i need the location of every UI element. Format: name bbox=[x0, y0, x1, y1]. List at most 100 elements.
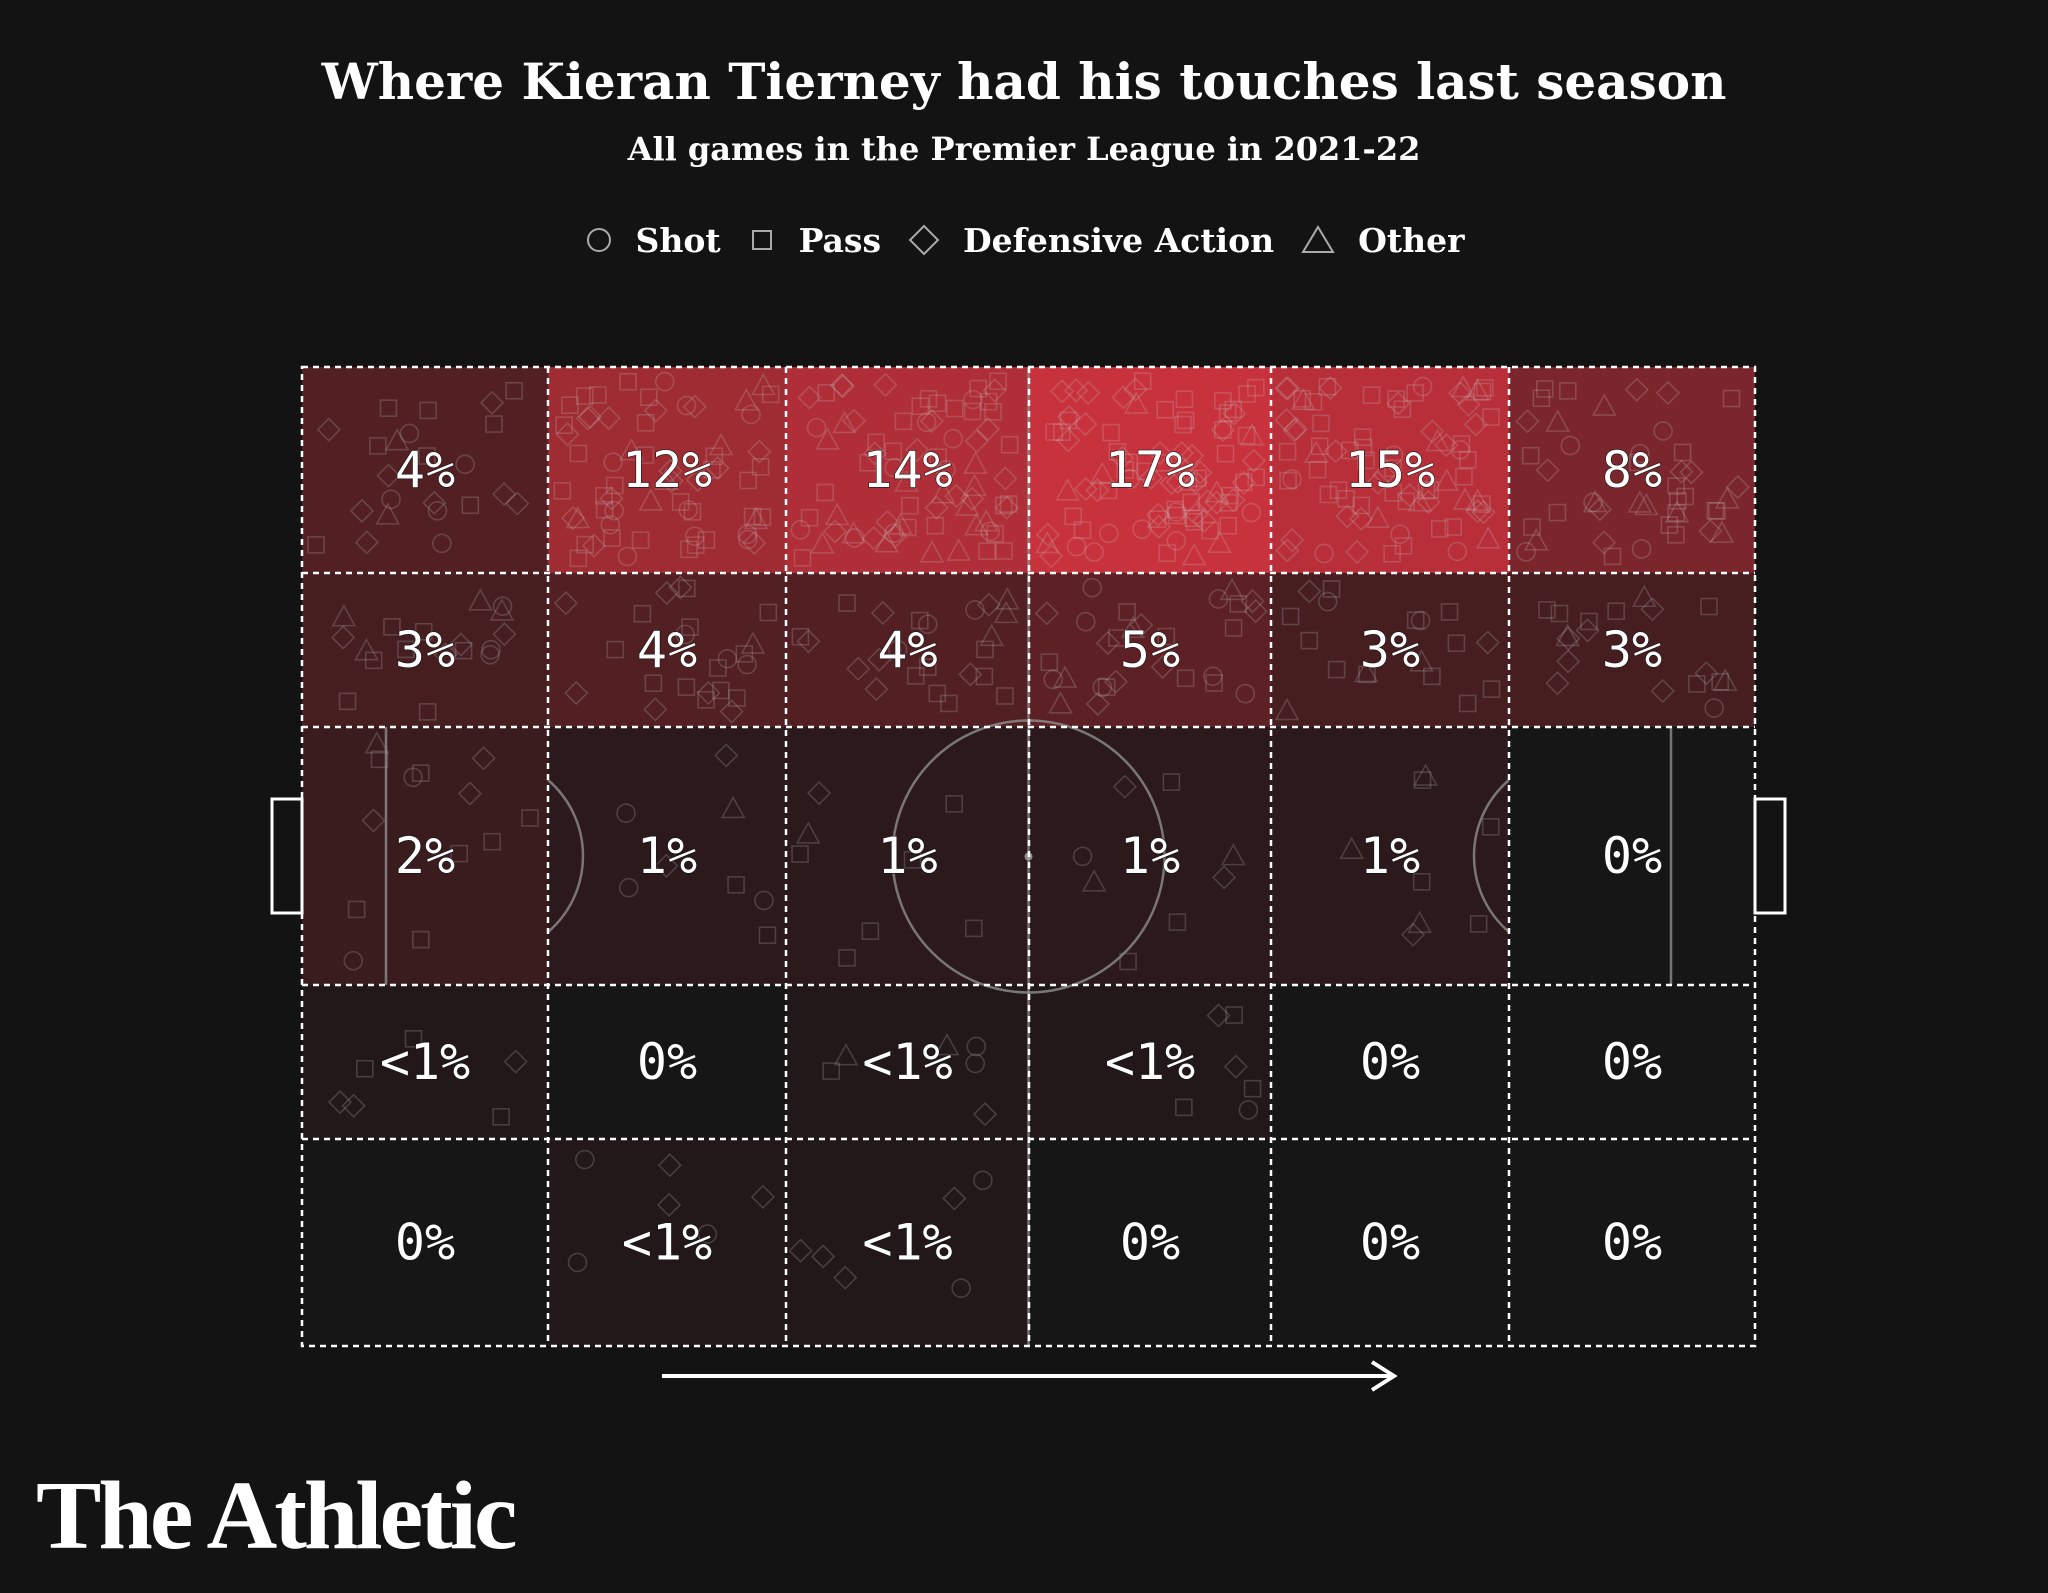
zone-label-r3-c0: <1% bbox=[380, 1033, 470, 1091]
touch-marker-square-187 bbox=[1237, 426, 1256, 445]
touch-marker-square-519 bbox=[945, 795, 964, 813]
touch-marker-diamond-233 bbox=[1210, 417, 1236, 443]
touch-marker-square-523 bbox=[861, 922, 880, 941]
zone-labels: 4% 12% 14% 17% 15% 8% 3% 4% 4% 5% 3% 3% 2% 1% 1% 1% 1% 0%… bbox=[379, 440, 1662, 1272]
touch-marker-diamond-558 bbox=[1223, 1054, 1248, 1079]
touch-marker-diamond-432 bbox=[1095, 630, 1120, 656]
touch-marker-square-236 bbox=[1059, 411, 1078, 430]
touch-marker-triangle-454 bbox=[1048, 691, 1073, 714]
touch-marker-circle-55 bbox=[617, 546, 638, 567]
legend-label-defensive-action: Defensive Action bbox=[963, 220, 1275, 260]
touch-marker-circle-336 bbox=[1560, 435, 1581, 456]
touch-marker-diamond-430 bbox=[796, 629, 821, 654]
circle-icon bbox=[586, 228, 611, 252]
touch-marker-circle-180 bbox=[1166, 502, 1187, 522]
touch-marker-circle-402 bbox=[675, 624, 695, 645]
touch-marker-diamond-20 bbox=[376, 463, 401, 488]
touch-marker-square-212 bbox=[1238, 385, 1256, 403]
touch-marker-square-129 bbox=[911, 397, 930, 415]
touch-marker-triangle-230 bbox=[1123, 391, 1149, 414]
touch-marker-square-404 bbox=[712, 681, 730, 700]
touch-marker-square-80 bbox=[589, 386, 607, 404]
zone-cell-r2-c2 bbox=[786, 727, 1029, 985]
touch-marker-diamond-281 bbox=[1345, 539, 1370, 565]
touch-marker-diamond-420 bbox=[976, 592, 1002, 617]
touch-marker-diamond-536 bbox=[1400, 922, 1426, 947]
touch-marker-square-114 bbox=[919, 390, 938, 408]
touch-marker-diamond-552 bbox=[972, 1102, 998, 1127]
touch-marker-triangle-357 bbox=[1664, 500, 1690, 523]
left-box-arc bbox=[547, 779, 585, 933]
arrow-head-icon bbox=[1370, 1360, 1398, 1392]
touch-marker-square-394 bbox=[728, 689, 746, 707]
zone-cell-r3-c2 bbox=[786, 985, 1029, 1139]
touch-marker-diamond-63 bbox=[555, 422, 580, 447]
touch-marker-square-496 bbox=[370, 750, 389, 769]
touch-marker-square-217 bbox=[1053, 423, 1071, 441]
touch-marker-square-11 bbox=[379, 399, 398, 417]
touch-marker-triangle-387 bbox=[740, 631, 766, 654]
touch-marker-triangle-144 bbox=[874, 529, 899, 553]
touch-marker-square-257 bbox=[1278, 442, 1297, 461]
touch-marker-diamond-565 bbox=[788, 1238, 813, 1263]
touch-marker-triangle-247 bbox=[1365, 505, 1391, 528]
touch-marker-triangle-330 bbox=[1709, 520, 1735, 543]
touch-marker-circle-356 bbox=[1583, 492, 1603, 513]
touch-marker-square-76 bbox=[636, 446, 655, 464]
touch-marker-square-226 bbox=[1247, 468, 1265, 487]
touch-marker-triangle-485 bbox=[1631, 584, 1657, 608]
zone-label-r3-c4: 0% bbox=[1360, 1033, 1420, 1091]
chart-subtitle: All games in the Premier League in 2021-… bbox=[627, 130, 1421, 168]
touch-marker-triangle-147 bbox=[824, 502, 850, 526]
touch-marker-diamond-116 bbox=[841, 408, 867, 433]
touch-marker-circle-508 bbox=[403, 767, 423, 788]
zone-cell-r2-c1 bbox=[548, 727, 786, 985]
touch-marker-triangle-231 bbox=[1035, 530, 1060, 554]
touch-marker-square-225 bbox=[1073, 521, 1092, 539]
touch-marker-square-410 bbox=[910, 611, 929, 630]
touch-marker-triangle-268 bbox=[1290, 387, 1316, 411]
zone-cell-r0-c3 bbox=[1029, 367, 1271, 573]
touch-marker-diamond-326 bbox=[1535, 458, 1560, 483]
touch-marker-diamond-176 bbox=[1056, 404, 1082, 430]
touch-marker-diamond-340 bbox=[1515, 409, 1540, 434]
touch-marker-diamond-128 bbox=[830, 374, 855, 399]
touch-marker-triangle-457 bbox=[1120, 615, 1146, 639]
touch-marker-circle-262 bbox=[1314, 543, 1334, 564]
touch-marker-diamond-88 bbox=[862, 441, 887, 466]
touch-marker-square-16 bbox=[505, 381, 523, 400]
touch-marker-diamond-400 bbox=[719, 699, 744, 724]
touch-marker-square-270 bbox=[1473, 382, 1492, 401]
zone-cell-r3-c0 bbox=[302, 985, 548, 1139]
touch-marker-circle-102 bbox=[916, 412, 937, 432]
touch-marker-square-498 bbox=[411, 930, 430, 949]
touch-marker-circle-499 bbox=[343, 950, 364, 971]
touch-marker-square-449 bbox=[1097, 678, 1116, 696]
touch-marker-circle-290 bbox=[1450, 440, 1471, 460]
touch-marker-triangle-415 bbox=[994, 587, 1020, 610]
touch-marker-square-5 bbox=[461, 496, 480, 515]
touch-marker-diamond-322 bbox=[1456, 392, 1481, 417]
touch-marker-square-179 bbox=[1219, 494, 1238, 512]
zone-label-r4-c5: 0% bbox=[1602, 1214, 1662, 1272]
touch-marker-square-381 bbox=[454, 641, 473, 660]
touch-marker-square-538 bbox=[1413, 771, 1432, 789]
touch-marker-square-445 bbox=[1229, 595, 1248, 613]
touch-marker-square-263 bbox=[1393, 400, 1412, 418]
touch-marker-square-488 bbox=[1687, 675, 1706, 693]
touch-marker-square-308 bbox=[1337, 490, 1355, 508]
touch-marker-triangle-95 bbox=[946, 538, 972, 561]
touch-marker-diamond-423 bbox=[846, 656, 871, 681]
touch-marker-circle-413 bbox=[887, 639, 908, 660]
touch-marker-triangle-214 bbox=[1089, 461, 1115, 484]
touch-marker-square-306 bbox=[1459, 450, 1477, 469]
touch-marker-square-127 bbox=[978, 542, 996, 561]
touch-marker-square-185 bbox=[1148, 510, 1167, 529]
touch-marker-square-486 bbox=[1580, 612, 1598, 631]
touch-marker-diamond-332 bbox=[1669, 459, 1694, 484]
touch-marker-triangle-329 bbox=[1714, 486, 1740, 509]
zone-cell-r4-c0 bbox=[302, 1139, 548, 1346]
touch-marker-square-140 bbox=[867, 433, 885, 452]
touch-marker-circle-92 bbox=[884, 457, 904, 478]
touch-marker-triangle-335 bbox=[1592, 393, 1617, 416]
